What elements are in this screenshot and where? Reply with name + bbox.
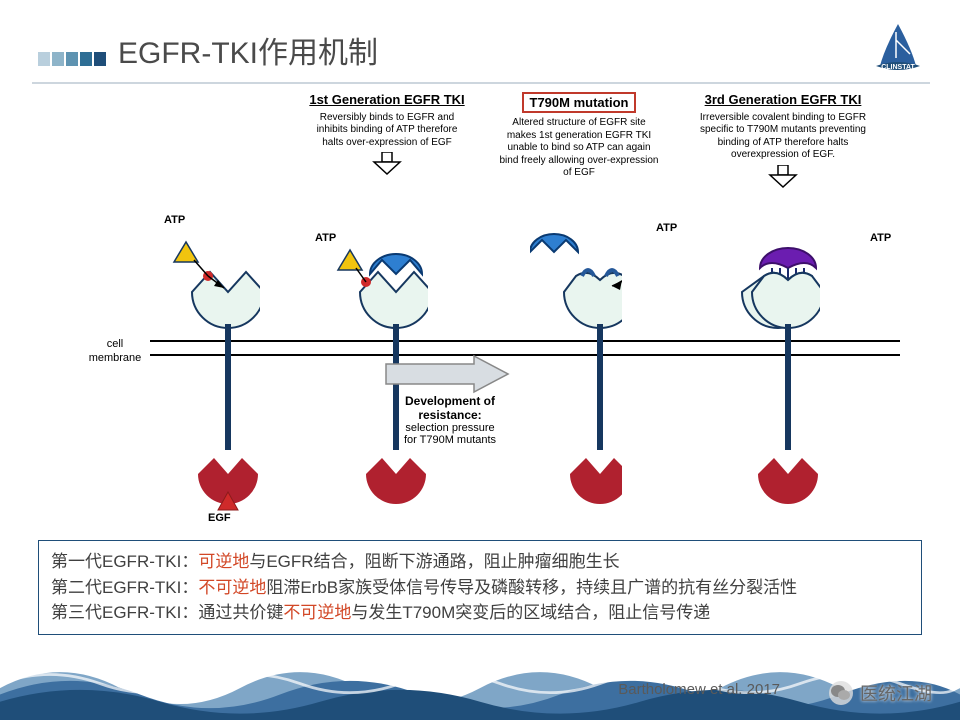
col-title: 3rd Generation EGFR TKI xyxy=(688,92,878,108)
receptor-4 xyxy=(728,232,820,512)
wave-bg xyxy=(0,638,960,720)
header-rule xyxy=(32,82,930,84)
block xyxy=(80,52,92,66)
col-3rd-gen: 3rd Generation EGFR TKI Irreversible cov… xyxy=(688,92,878,194)
citation: Bartholomew et al. 2017 xyxy=(618,681,780,698)
mechanism-diagram: cell membrane ATP EGF 1st Generation EGF… xyxy=(80,92,900,527)
clinstat-logo: CLINSTAT xyxy=(866,20,930,89)
col-desc: Reversibly binds to EGFR and inhibits bi… xyxy=(307,112,467,150)
gen3-line: 第三代EGFR-TKI：通过共价键不可逆地与发生T790M突变后的区域结合，阻止… xyxy=(51,600,909,626)
page-title: EGFR-TKI作用机制 xyxy=(118,28,378,72)
development-text: Development of resistance: selection pre… xyxy=(370,394,530,446)
egf-label: EGF xyxy=(208,512,231,524)
receptor-1 xyxy=(168,232,260,512)
atp-label: ATP xyxy=(870,232,891,244)
col-title-boxed: T790M mutation xyxy=(522,92,637,113)
development-arrow-icon xyxy=(382,354,512,394)
col-t790m: T790M mutation Altered structure of EGFR… xyxy=(494,92,664,180)
summary-box: 第一代EGFR-TKI：可逆地与EGFR结合，阻断下游通路，阻止肿瘤细胞生长 第… xyxy=(38,540,922,635)
receptor-3 xyxy=(530,232,622,512)
block xyxy=(52,52,64,66)
block xyxy=(94,52,106,66)
title-blocks xyxy=(38,52,106,66)
svg-text:CLINSTAT: CLINSTAT xyxy=(881,64,915,71)
col-desc: Irreversible covalent binding to EGFR sp… xyxy=(693,112,873,162)
block xyxy=(38,52,50,66)
col-desc: Altered structure of EGFR site makes 1st… xyxy=(499,117,659,180)
atp-label: ATP xyxy=(164,214,185,226)
down-arrow-icon xyxy=(766,165,800,189)
cell-membrane-label: cell membrane xyxy=(80,337,150,366)
watermark: 医统江湖 xyxy=(828,680,932,706)
atp-label: ATP xyxy=(315,232,336,244)
gen2-line: 第二代EGFR-TKI：不可逆地阻滞ErbB家族受体信号传导及磷酸转移，持续且广… xyxy=(51,575,909,601)
wechat-icon xyxy=(828,680,854,706)
col-1st-gen: 1st Generation EGFR TKI Reversibly binds… xyxy=(302,92,472,181)
gen1-line: 第一代EGFR-TKI：可逆地与EGFR结合，阻断下游通路，阻止肿瘤细胞生长 xyxy=(51,549,909,575)
header: EGFR-TKI作用机制 xyxy=(0,28,960,72)
block xyxy=(66,52,78,66)
col-title: 1st Generation EGFR TKI xyxy=(302,92,472,108)
atp-label: ATP xyxy=(656,222,677,234)
down-arrow-icon xyxy=(370,152,404,176)
